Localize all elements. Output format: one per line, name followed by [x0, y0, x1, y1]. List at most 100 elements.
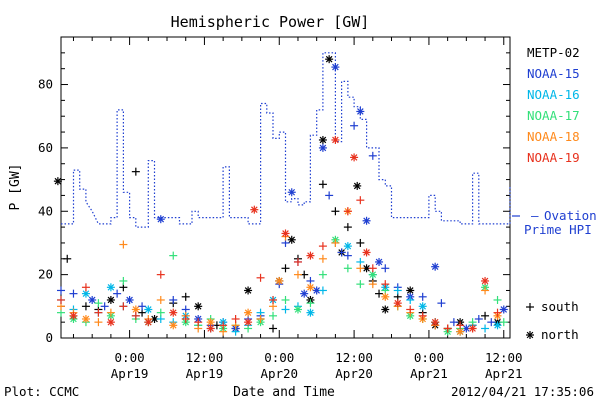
- marker-legend-symbol-south: [526, 303, 534, 311]
- point-noaa-17-north: [293, 305, 302, 314]
- y-tick-label: 80: [38, 77, 53, 92]
- point-noaa-18-south: [368, 280, 377, 289]
- legend-item: NOAA-18: [527, 129, 580, 144]
- legend-item: METP-02: [527, 45, 580, 60]
- x-tick-label-time: 0:00: [264, 350, 294, 365]
- legend-item: NOAA-16: [527, 87, 580, 102]
- point-noaa-19-south: [219, 321, 228, 330]
- point-noaa-19-south: [456, 321, 465, 330]
- point-noaa-19-south: [368, 264, 377, 273]
- point-noaa-19-south: [81, 283, 90, 292]
- point-noaa-15-south: [487, 318, 496, 327]
- point-noaa-19-north: [362, 248, 371, 257]
- footer-credit: Plot: CCMC: [4, 384, 79, 399]
- point-noaa-16-north: [343, 242, 352, 251]
- x-axis: 0:00Apr1912:00Apr190:00Apr2012:00Apr200:…: [72, 37, 523, 381]
- point-noaa-16-south: [406, 295, 415, 304]
- y-tick-label: 0: [45, 330, 53, 345]
- point-metp-02-south: [81, 302, 90, 311]
- point-noaa-17-south: [156, 308, 165, 317]
- point-noaa-16-north: [106, 283, 115, 292]
- marker-legend-label-south: south: [541, 299, 579, 314]
- point-noaa-19-south: [194, 318, 203, 327]
- marker-legend-label-north: north: [541, 327, 579, 342]
- x-axis-label: Date and Time: [233, 385, 335, 400]
- point-metp-02-south: [481, 311, 490, 320]
- point-noaa-17-south: [306, 299, 315, 308]
- legend-item: NOAA-15: [527, 66, 580, 81]
- point-noaa-19-south: [406, 305, 415, 314]
- ovation-prime-hpi-line: [61, 52, 511, 228]
- point-noaa-15-north: [300, 289, 309, 298]
- point-noaa-18-north: [275, 276, 284, 285]
- point-noaa-15-south: [343, 251, 352, 260]
- point-noaa-19-south: [443, 324, 452, 333]
- point-noaa-19-north: [468, 324, 477, 333]
- point-noaa-19-south: [269, 295, 278, 304]
- point-noaa-15-south: [325, 191, 334, 200]
- point-metp-02-south: [318, 180, 327, 189]
- point-metp-02-north: [194, 302, 203, 311]
- point-noaa-15-south: [113, 289, 122, 298]
- point-noaa-19-north: [393, 299, 402, 308]
- point-noaa-19-north: [331, 135, 340, 144]
- x-tick-label-time: 0:00: [414, 350, 444, 365]
- point-noaa-18-south: [256, 314, 265, 323]
- point-noaa-18-north: [381, 292, 390, 301]
- y-tick-label: 60: [38, 140, 53, 155]
- point-noaa-19-north: [431, 318, 440, 327]
- point-noaa-15-north: [362, 216, 371, 225]
- point-noaa-15-south: [138, 302, 147, 311]
- point-noaa-18-north: [169, 321, 178, 330]
- point-noaa-15-north: [331, 63, 340, 72]
- point-noaa-18-north: [81, 314, 90, 323]
- point-noaa-19-south: [94, 308, 103, 317]
- point-noaa-19-south: [493, 308, 502, 317]
- point-noaa-19-south: [356, 196, 365, 205]
- point-noaa-18-north: [306, 283, 315, 292]
- point-noaa-15-north: [462, 324, 471, 333]
- point-noaa-19-north: [144, 318, 153, 327]
- point-noaa-19-north: [350, 153, 359, 162]
- marker-legend: south north: [526, 299, 579, 342]
- point-noaa-15-north: [431, 262, 440, 271]
- point-noaa-18-south: [331, 238, 340, 247]
- point-noaa-19-north: [481, 276, 490, 285]
- point-noaa-17-south: [119, 276, 128, 285]
- point-noaa-16-north: [493, 321, 502, 330]
- x-tick-label-date: Apr21: [485, 366, 523, 381]
- point-noaa-16-south: [481, 324, 490, 333]
- point-noaa-19-north: [69, 311, 78, 320]
- point-metp-02-south: [343, 223, 352, 232]
- y-axis-label: P [GW]: [8, 164, 23, 211]
- point-noaa-19-south: [231, 314, 240, 323]
- point-noaa-15-south: [350, 121, 359, 130]
- y-tick-label: 20: [38, 267, 53, 282]
- point-noaa-16-south: [281, 305, 290, 314]
- point-noaa-17-south: [94, 299, 103, 308]
- ovation-legend: – Ovation Prime HPI: [512, 208, 597, 237]
- point-noaa-18-south: [293, 270, 302, 279]
- point-noaa-17-south: [269, 311, 278, 320]
- point-metp-02-north: [53, 177, 62, 186]
- point-noaa-19-south: [293, 257, 302, 266]
- point-noaa-16-south: [318, 286, 327, 295]
- point-noaa-19-north: [169, 308, 178, 317]
- point-noaa-16-north: [306, 308, 315, 317]
- point-metp-02-south: [131, 167, 140, 176]
- point-metp-02-south: [281, 264, 290, 273]
- point-noaa-15-south: [449, 318, 458, 327]
- point-noaa-15-south: [381, 264, 390, 273]
- point-metp-02-south: [181, 292, 190, 301]
- point-noaa-19-south: [156, 270, 165, 279]
- point-metp-02-south: [63, 254, 72, 263]
- point-noaa-16-south: [393, 286, 402, 295]
- legend: METP-02 NOAA-15 NOAA-16 NOAA-17 NOAA-18 NOAA-…: [527, 45, 580, 165]
- point-noaa-15-south: [57, 286, 65, 295]
- point-noaa-19-south: [343, 207, 352, 216]
- point-noaa-15-south: [100, 302, 109, 311]
- point-metp-02-south: [331, 207, 340, 216]
- chart-title: Hemispheric Power [GW]: [171, 13, 370, 31]
- point-noaa-18-south: [156, 295, 165, 304]
